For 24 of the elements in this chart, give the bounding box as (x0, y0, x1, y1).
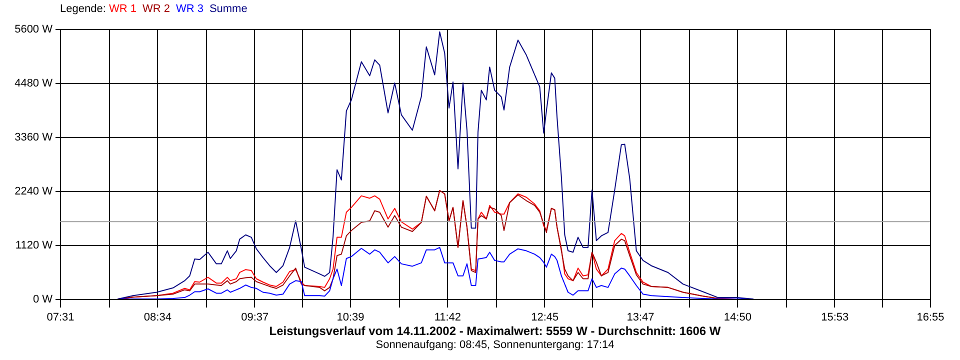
text: WR 3 (176, 3, 204, 15)
y-tick-label: 3360 W (14, 132, 54, 144)
line-series (117, 31, 754, 299)
y-tick-label: 4480 W (14, 78, 54, 90)
x-tick-label: 10:39 (336, 312, 364, 324)
x-tick-label: 14:50 (724, 312, 752, 324)
x-tick-label: 11:42 (434, 312, 462, 324)
y-tick-label: 5600 W (14, 24, 54, 36)
y-tick-label: 2240 W (14, 186, 54, 198)
text: Leistungsverlauf vom 14.11.2002 - Maximalwert: 5559 W - Durchschnitt: 1606 W (269, 324, 722, 338)
x-tick-label: 13:47 (626, 312, 654, 324)
x-tick-label: 07:31 (46, 312, 74, 324)
text: WR 1 (108, 3, 136, 15)
text: Sonnenaufgang: 08:45, Sonnenuntergang: 17:14 (376, 339, 614, 351)
x-tick-label: 08:34 (144, 312, 172, 324)
x-tick-label: 12:45 (531, 312, 559, 324)
legend-title: Legende: (60, 3, 107, 15)
x-tick-label: 16:55 (916, 312, 944, 324)
text: Summe (209, 3, 248, 15)
text: WR 2 (142, 3, 170, 15)
y-tick-label: 0 W (32, 294, 54, 306)
x-tick-label: 15:53 (821, 312, 849, 324)
y-tick-label: 1120 W (15, 240, 54, 252)
x-tick-label: 09:37 (241, 312, 269, 324)
